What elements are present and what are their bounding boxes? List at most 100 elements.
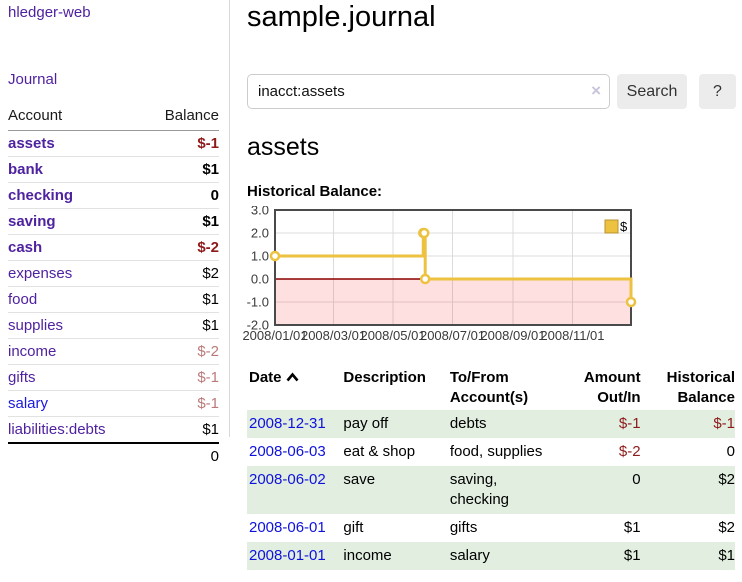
help-button[interactable]: ? bbox=[699, 74, 736, 110]
account-balance: 0 bbox=[143, 182, 219, 209]
transaction-description: income bbox=[343, 541, 450, 570]
register-row: 2008-06-03 eat & shop food, supplies $-2… bbox=[247, 438, 735, 466]
account-table-body: assets $-1 bank $1 checking 0 saving $1 … bbox=[8, 130, 219, 469]
transaction-amount: $1 bbox=[552, 541, 641, 570]
account-row: bank $1 bbox=[8, 156, 219, 183]
description-column-header: Description bbox=[343, 368, 426, 386]
transaction-accounts: salary bbox=[449, 541, 553, 570]
account-link[interactable]: checking bbox=[8, 187, 74, 204]
account-link[interactable]: cash bbox=[8, 239, 43, 256]
account-row: saving $1 bbox=[8, 208, 219, 235]
svg-text:1.0: 1.0 bbox=[251, 248, 269, 263]
chart-title: Historical Balance: bbox=[247, 182, 383, 200]
svg-text:2008/09/01: 2008/09/01 bbox=[480, 328, 545, 343]
account-link[interactable]: supplies bbox=[8, 317, 64, 334]
svg-text:2008/05/01: 2008/05/01 bbox=[360, 328, 425, 343]
account-link[interactable]: salary bbox=[8, 395, 49, 412]
svg-text:$: $ bbox=[620, 219, 628, 234]
svg-text:2008/07/01: 2008/07/01 bbox=[420, 328, 485, 343]
register-table: Date Description To/From Account(s) Amou… bbox=[247, 366, 735, 570]
transaction-balance: $1 bbox=[640, 541, 735, 570]
account-balance: $-2 bbox=[143, 234, 219, 261]
account-row: salary $-1 bbox=[8, 390, 219, 417]
account-link[interactable]: income bbox=[8, 343, 57, 360]
account-column-header: Account bbox=[8, 104, 144, 131]
search-input[interactable] bbox=[247, 74, 610, 110]
svg-text:2008/01/01: 2008/01/01 bbox=[242, 328, 307, 343]
register-row: 2008-06-01 gift gifts $1 $2 bbox=[247, 514, 735, 542]
account-link[interactable]: liabilities:debts bbox=[8, 421, 106, 438]
account-row: cash $-2 bbox=[8, 234, 219, 261]
amount-column-header: Amount Out/In bbox=[583, 368, 641, 406]
transaction-amount: $1 bbox=[623, 518, 641, 536]
transaction-amount: $-1 bbox=[552, 409, 641, 438]
transaction-amount: 0 bbox=[552, 465, 641, 514]
total-row: 0 bbox=[8, 442, 219, 469]
svg-text:-2.0: -2.0 bbox=[247, 317, 269, 332]
account-balance: $-1 bbox=[143, 130, 219, 157]
total-balance: 0 bbox=[143, 442, 219, 469]
account-balance: $-2 bbox=[143, 338, 219, 365]
account-row: supplies $1 bbox=[8, 312, 219, 339]
transaction-description: pay off bbox=[343, 409, 450, 438]
transaction-accounts: saving, checking bbox=[449, 465, 553, 514]
page-title: sample.journal bbox=[247, 1, 436, 33]
date-column-header[interactable]: Date bbox=[247, 366, 343, 410]
account-balance: $1 bbox=[143, 312, 219, 339]
transaction-balance: $2 bbox=[718, 518, 735, 536]
account-link[interactable]: saving bbox=[8, 213, 56, 230]
transaction-date-link[interactable]: 2008-06-02 bbox=[249, 470, 326, 488]
account-link[interactable]: food bbox=[8, 291, 38, 308]
account-link[interactable]: gifts bbox=[8, 369, 36, 386]
transaction-accounts: debts bbox=[449, 409, 553, 438]
register-row: 2008-12-31 pay off debts $-1 $-1 bbox=[247, 409, 735, 438]
account-balance: $1 bbox=[143, 208, 219, 235]
account-link[interactable]: bank bbox=[8, 161, 44, 178]
transaction-date-link[interactable]: 2008-12-31 bbox=[249, 414, 326, 432]
svg-text:2.0: 2.0 bbox=[251, 225, 269, 240]
account-link[interactable]: assets bbox=[8, 135, 55, 152]
svg-text:2008/03/01: 2008/03/01 bbox=[301, 328, 366, 343]
transaction-accounts: gifts bbox=[449, 518, 478, 536]
account-balance: $-1 bbox=[143, 390, 219, 417]
clear-search-icon[interactable]: × bbox=[591, 81, 601, 101]
historical-balance-chart: $3.0 2.0 1.0 0.0 -1.0 -2.02008/01/012008/03/0… bbox=[242, 206, 637, 343]
search-bar: × Search ? bbox=[247, 74, 736, 110]
transaction-balance: $2 bbox=[640, 465, 735, 514]
register-table-body: 2008-12-31 pay off debts $-1 $-1 2008-06… bbox=[247, 409, 735, 570]
app-title-link[interactable]: hledger-web bbox=[8, 4, 91, 21]
register-row: 2008-01-01 income salary $1 $1 bbox=[247, 541, 735, 570]
account-row: gifts $-1 bbox=[8, 364, 219, 391]
account-heading: assets bbox=[247, 133, 320, 162]
account-row: expenses $2 bbox=[8, 260, 219, 287]
account-balance: $1 bbox=[143, 416, 219, 444]
sidebar-item-journal[interactable]: Journal bbox=[8, 71, 58, 88]
svg-text:0.0: 0.0 bbox=[251, 271, 269, 286]
transaction-date-link[interactable]: 2008-01-01 bbox=[249, 546, 326, 564]
account-row: income $-2 bbox=[8, 338, 219, 365]
accounts-column-header: To/From Account(s) bbox=[449, 368, 529, 406]
transaction-balance: $-1 bbox=[640, 409, 735, 438]
transaction-balance: 0 bbox=[726, 442, 735, 460]
main-content: sample.journal × Search ? assets Histori… bbox=[242, 0, 736, 570]
account-balance: $-1 bbox=[143, 364, 219, 391]
transaction-description: gift bbox=[343, 518, 364, 536]
transaction-amount: $-2 bbox=[618, 442, 641, 460]
balance-column-header: Balance bbox=[143, 104, 219, 131]
transaction-accounts: food, supplies bbox=[449, 442, 543, 460]
svg-text:3.0: 3.0 bbox=[251, 206, 269, 218]
transaction-date-link[interactable]: 2008-06-01 bbox=[249, 518, 326, 536]
account-balance: $2 bbox=[143, 260, 219, 287]
account-row: food $1 bbox=[8, 286, 219, 313]
account-row: liabilities:debts $1 bbox=[8, 416, 219, 444]
account-row: checking 0 bbox=[8, 182, 219, 209]
account-row: assets $-1 bbox=[8, 130, 219, 157]
sidebar: hledger-web Journal Account Balance asse… bbox=[0, 0, 230, 469]
transaction-description: save bbox=[343, 465, 450, 514]
account-link[interactable]: expenses bbox=[8, 265, 73, 282]
svg-text:-1.0: -1.0 bbox=[247, 294, 269, 309]
search-button[interactable]: Search bbox=[617, 74, 687, 110]
register-row: 2008-06-02 save saving, checking 0 $2 bbox=[247, 465, 735, 514]
transaction-date-link[interactable]: 2008-06-03 bbox=[249, 442, 326, 460]
sort-ascending-icon bbox=[286, 369, 299, 389]
